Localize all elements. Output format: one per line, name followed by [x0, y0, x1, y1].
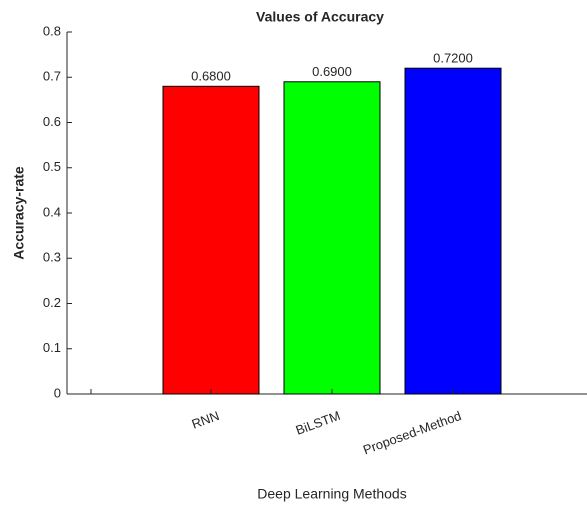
- y-tick-label: 0.2: [43, 295, 61, 310]
- y-tick-label: 0.5: [43, 159, 61, 174]
- y-tick-label: 0.7: [43, 69, 61, 84]
- y-tick-label: 0.8: [43, 23, 61, 38]
- x-tick-label: BiLSTM: [294, 408, 343, 438]
- value-label: 0.6900: [312, 64, 352, 79]
- y-tick-label: 0.3: [43, 250, 61, 265]
- x-tick-label: Proposed-Method: [361, 408, 463, 457]
- bar: [283, 81, 381, 395]
- bar: [162, 85, 260, 395]
- x-axis-label: Deep Learning Methods: [257, 486, 406, 502]
- chart-title: Values of Accuracy: [256, 9, 384, 25]
- y-tick-label: 0.1: [43, 340, 61, 355]
- y-tick-label: 0.6: [43, 114, 61, 129]
- value-label: 0.7200: [433, 51, 473, 66]
- bar: [404, 67, 502, 395]
- y-tick-label: 0.4: [43, 204, 61, 219]
- x-tick-label: RNN: [190, 408, 222, 432]
- y-tick-label: 0: [54, 385, 61, 400]
- y-axis-label: Accuracy-rate: [11, 166, 27, 260]
- value-label: 0.6800: [191, 69, 231, 84]
